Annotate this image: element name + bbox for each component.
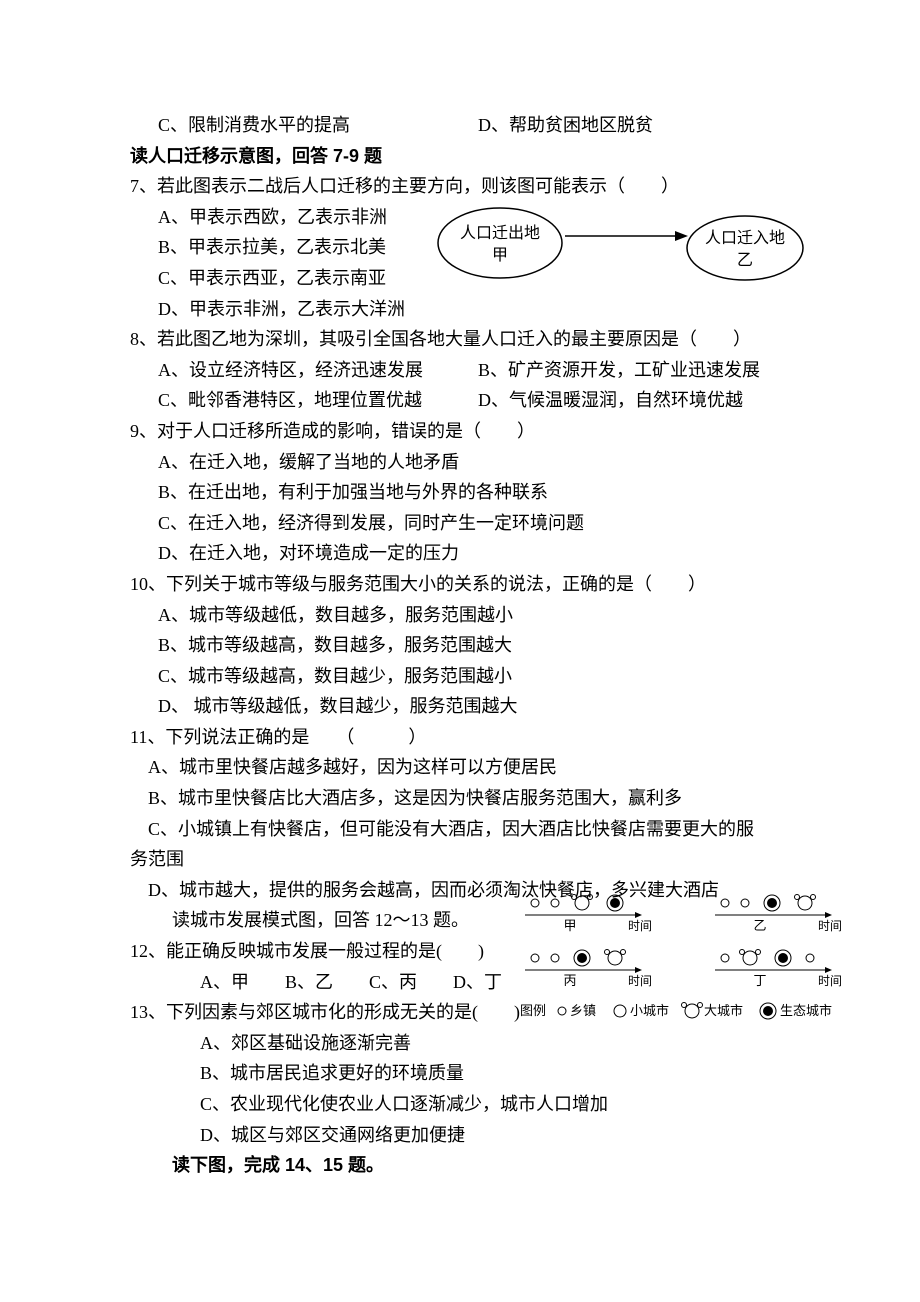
q8-option-c: C、毗邻香港特区，地理位置优越 (158, 385, 478, 416)
diagram-in-label-1: 人口迁入地 (705, 229, 785, 247)
diagram-out-label-2: 甲 (492, 247, 508, 264)
q8-row2: C、毗邻香港特区，地理位置优越 D、气候温暖湿润，自然环境优越 (130, 385, 790, 416)
exam-page: C、限制消费水平的提高 D、帮助贫困地区脱贫 读人口迁移示意图，回答 7-9 题… (0, 0, 920, 1302)
time-label-2: 时间 (818, 919, 842, 933)
section-14-15-header: 读下图，完成 14、15 题。 (130, 1150, 790, 1181)
q9-option-b: B、在迁出地，有利于加强当地与外界的各种联系 (130, 477, 790, 508)
q8-option-d: D、气候温暖湿润，自然环境优越 (478, 385, 790, 416)
panel-label-yi: 乙 (753, 918, 766, 933)
legend-small: 小城市 (630, 1003, 669, 1018)
diagram-in-label-2: 乙 (737, 252, 753, 269)
q10-stem: 10、下列关于城市等级与服务范围大小的关系的说法，正确的是（ ） (130, 569, 790, 600)
q6-options-row: C、限制消费水平的提高 D、帮助贫困地区脱贫 (130, 110, 790, 141)
q9-stem: 9、对于人口迁移所造成的影响，错误的是（ ） (130, 416, 790, 447)
legend-big: 大城市 (704, 1003, 743, 1018)
q11-option-b: B、城市里快餐店比大酒店多，这是因为快餐店服务范围大，赢利多 (130, 783, 790, 814)
time-label-1: 时间 (628, 919, 652, 933)
q8-stem: 8、若此图乙地为深圳，其吸引全国各地大量人口迁入的最主要原因是（ ） (130, 324, 790, 355)
section-7-9-header: 读人口迁移示意图，回答 7-9 题 (130, 141, 790, 172)
q13-option-d: D、城区与郊区交通网络更加便捷 (130, 1120, 790, 1151)
q11-option-c2: 务范围 (130, 844, 790, 875)
panel-label-bing: 丙 (563, 973, 576, 988)
q10-option-b: B、城市等级越高，数目越多，服务范围越大 (130, 630, 790, 661)
q11-option-c1: C、小城镇上有快餐店，但可能没有大酒店，因大酒店比快餐店需要更大的服 (130, 814, 790, 845)
q10-option-d: D、 城市等级越低，数目越少，服务范围越大 (130, 691, 790, 722)
legend-label: 图例 (520, 1003, 546, 1018)
panel-label-jia: 甲 (563, 918, 576, 933)
q11-stem: 11、下列说法正确的是 （ ） (130, 722, 790, 753)
q9-option-a: A、在迁入地，缓解了当地的人地矛盾 (130, 447, 790, 478)
q8-option-b: B、矿产资源开发，工矿业迅速发展 (478, 355, 790, 386)
q8-option-a: A、设立经济特区，经济迅速发展 (158, 355, 478, 386)
q9-option-c: C、在迁入地，经济得到发展，同时产生一定环境问题 (130, 508, 790, 539)
q10-option-c: C、城市等级越高，数目越少，服务范围越小 (130, 661, 790, 692)
time-label-4: 时间 (818, 974, 842, 988)
q9-option-d: D、在迁入地，对环境造成一定的压力 (130, 538, 790, 569)
q13-option-c: C、农业现代化使农业人口逐渐减少，城市人口增加 (130, 1089, 790, 1120)
legend-village: 乡镇 (570, 1003, 596, 1018)
q6-option-d: D、帮助贫困地区脱贫 (478, 110, 790, 141)
q11-option-a: A、城市里快餐店越多越好，因为这样可以方便居民 (130, 752, 790, 783)
panel-label-ding: 丁 (753, 973, 766, 988)
q8-row1: A、设立经济特区，经济迅速发展 B、矿产资源开发，工矿业迅速发展 (130, 355, 790, 386)
diagram-out-label-1: 人口迁出地 (460, 224, 540, 242)
q6-option-c: C、限制消费水平的提高 (158, 110, 478, 141)
arrow-icon (675, 231, 688, 241)
legend-eco: 生态城市 (780, 1003, 832, 1018)
q13-option-b: B、城市居民追求更好的环境质量 (130, 1058, 790, 1089)
q10-option-a: A、城市等级越低，数目越多，服务范围越小 (130, 600, 790, 631)
q7-option-d: D、甲表示非洲，乙表示大洋洲 (130, 294, 790, 325)
time-label-3: 时间 (628, 974, 652, 988)
migration-diagram: 人口迁出地 甲 人口迁入地 乙 (430, 198, 810, 288)
city-diagram: 甲 时间 乙 时间 (520, 885, 880, 1035)
